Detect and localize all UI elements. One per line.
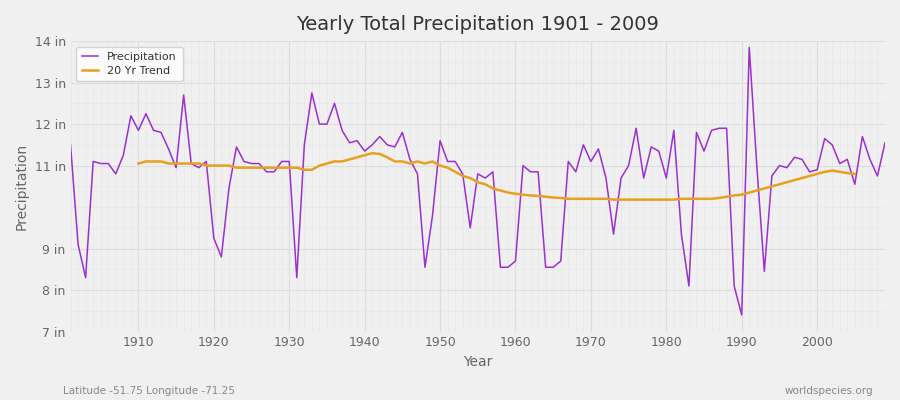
Precipitation — [510, 259, 521, 264]
20 Yr Trend — [133, 161, 144, 166]
Precipitation — [879, 140, 890, 145]
X-axis label: Year: Year — [464, 355, 492, 369]
20 Yr Trend — [450, 170, 461, 174]
Title: Yearly Total Precipitation 1901 - 2009: Yearly Total Precipitation 1901 - 2009 — [296, 15, 659, 34]
Precipitation — [744, 45, 755, 50]
20 Yr Trend — [231, 165, 242, 170]
Text: Latitude -51.75 Longitude -71.25: Latitude -51.75 Longitude -71.25 — [63, 386, 235, 396]
20 Yr Trend — [608, 197, 619, 202]
20 Yr Trend — [850, 172, 860, 176]
Precipitation — [736, 312, 747, 317]
Line: 20 Yr Trend: 20 Yr Trend — [139, 153, 855, 200]
20 Yr Trend — [337, 159, 347, 164]
20 Yr Trend — [805, 174, 815, 178]
Precipitation — [502, 265, 513, 270]
Precipitation — [337, 128, 347, 133]
Precipitation — [125, 114, 136, 118]
Text: worldspecies.org: worldspecies.org — [785, 386, 873, 396]
20 Yr Trend — [526, 193, 536, 198]
Legend: Precipitation, 20 Yr Trend: Precipitation, 20 Yr Trend — [76, 47, 183, 81]
Precipitation — [65, 142, 76, 147]
Y-axis label: Precipitation: Precipitation — [15, 143, 29, 230]
20 Yr Trend — [367, 151, 378, 156]
Precipitation — [292, 275, 302, 280]
Line: Precipitation: Precipitation — [70, 47, 885, 315]
20 Yr Trend — [502, 190, 513, 195]
Precipitation — [600, 176, 611, 180]
